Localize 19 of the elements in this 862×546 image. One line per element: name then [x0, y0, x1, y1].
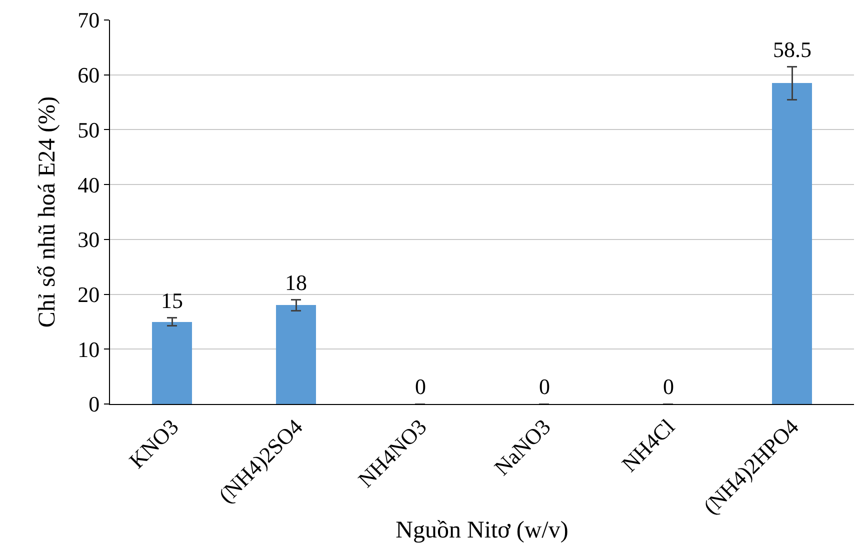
data-label: 18 — [285, 270, 307, 295]
y-tick-label: 70 — [78, 8, 100, 33]
bar — [152, 322, 192, 404]
y-tick-label: 40 — [78, 172, 100, 198]
bar — [276, 305, 316, 404]
y-tick-label: 10 — [78, 336, 100, 362]
y-tick-label: 50 — [78, 117, 100, 142]
y-tick-label: 0 — [88, 392, 100, 417]
bar — [772, 83, 812, 404]
data-label: 58.5 — [773, 37, 812, 62]
y-tick-label: 20 — [78, 282, 100, 307]
data-label: 15 — [161, 288, 183, 313]
data-label: 0 — [415, 374, 426, 399]
data-label: 0 — [539, 374, 550, 399]
y-tick-label: 30 — [78, 227, 100, 252]
data-label: 0 — [663, 374, 674, 399]
y-tick-label: 60 — [78, 62, 100, 88]
y-axis-title: Chỉ số nhũ hoá E24 (%) — [34, 96, 61, 328]
x-axis-title: Nguồn Nitơ (w/v) — [396, 517, 568, 544]
